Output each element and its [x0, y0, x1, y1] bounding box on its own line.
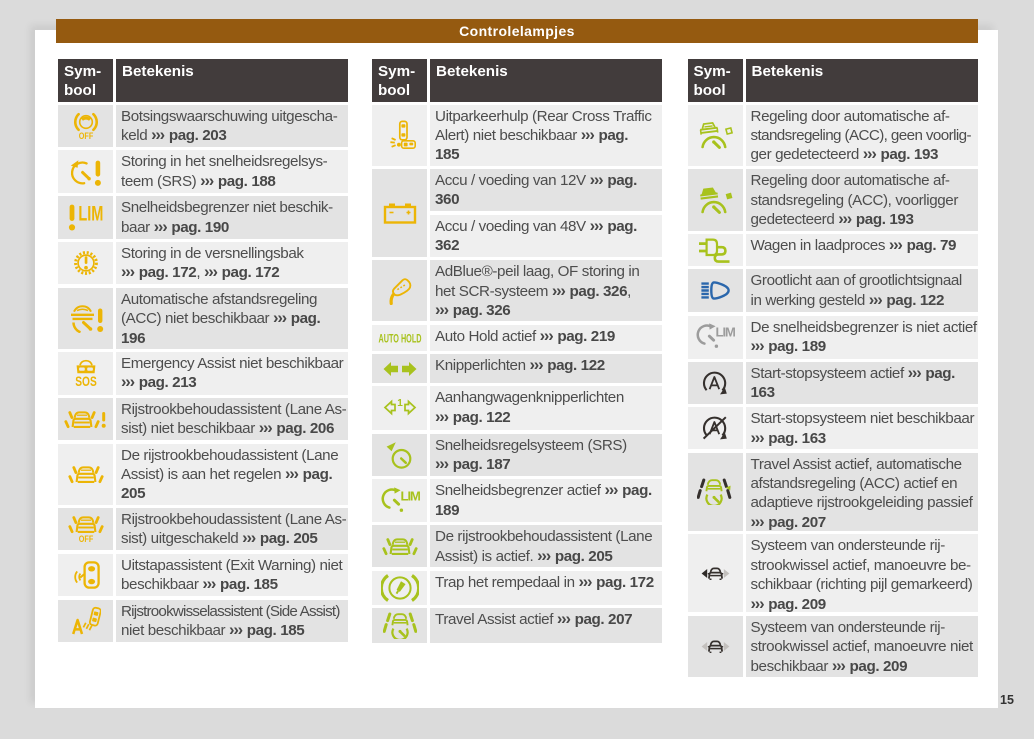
svg-text:LIM: LIM — [78, 203, 103, 226]
svg-text:LIM: LIM — [400, 488, 420, 503]
svg-text:LIM: LIM — [716, 325, 736, 340]
svg-text:AUTO HOLD: AUTO HOLD — [378, 332, 421, 344]
svg-text:1: 1 — [397, 398, 403, 409]
svg-text:OFF: OFF — [78, 534, 93, 543]
svg-text:OFF: OFF — [78, 131, 93, 140]
svg-text:SOS: SOS — [75, 374, 97, 388]
